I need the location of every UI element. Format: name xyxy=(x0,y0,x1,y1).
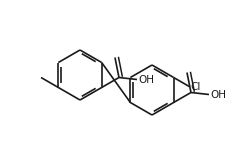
Text: OH: OH xyxy=(210,90,226,99)
Text: OH: OH xyxy=(138,74,154,85)
Text: Cl: Cl xyxy=(190,82,201,91)
